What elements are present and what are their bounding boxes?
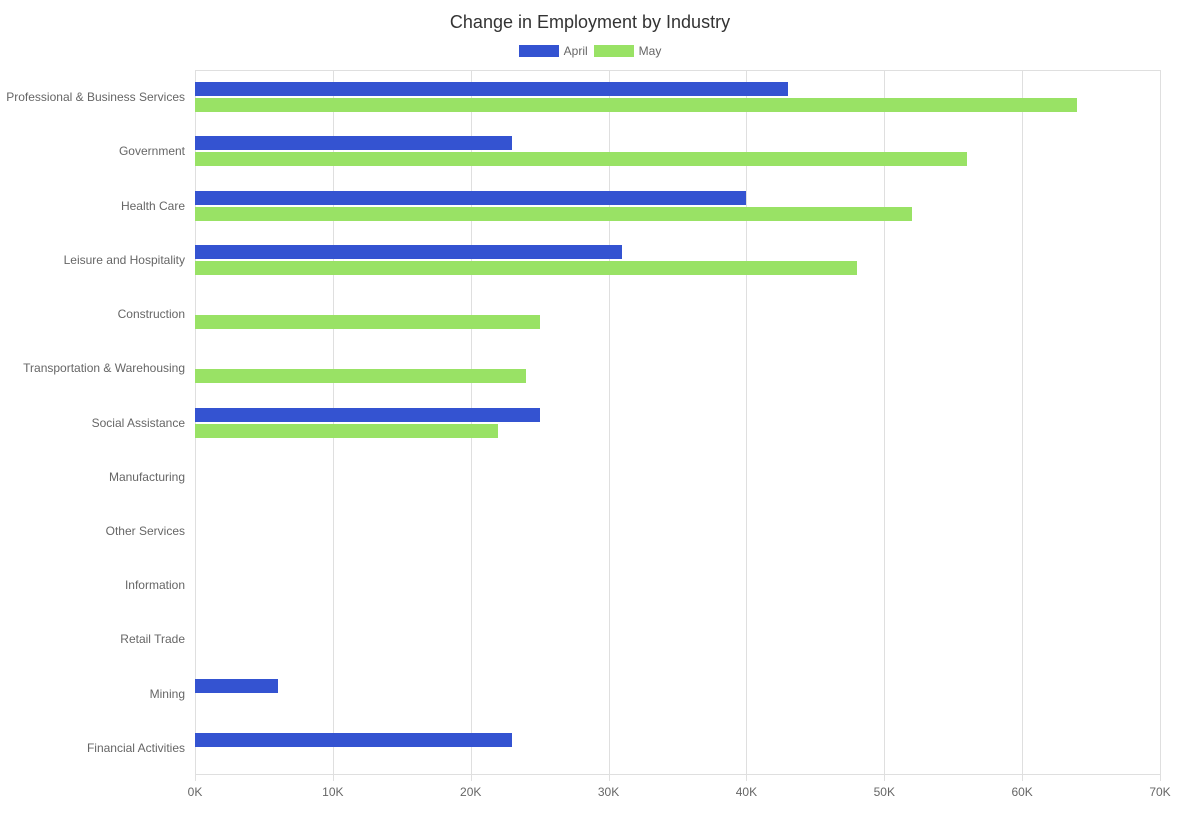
x-tick — [333, 775, 334, 781]
x-tick — [1160, 775, 1161, 781]
y-axis-label: Health Care — [0, 199, 185, 213]
y-axis-label: Financial Activities — [0, 741, 185, 755]
x-axis-label: 50K — [874, 785, 895, 799]
bar[interactable] — [195, 152, 967, 166]
y-axis-label: Manufacturing — [0, 470, 185, 484]
grid-line — [884, 70, 885, 775]
bar[interactable] — [195, 261, 857, 275]
chart-legend: April May — [0, 44, 1180, 58]
legend-label: April — [564, 44, 588, 58]
x-axis-label: 40K — [736, 785, 757, 799]
legend-item[interactable]: May — [594, 44, 662, 58]
bar[interactable] — [195, 733, 512, 747]
plot-border-bottom — [195, 774, 1160, 775]
plot-area — [195, 70, 1160, 775]
grid-line — [746, 70, 747, 775]
chart-title: Change in Employment by Industry — [0, 12, 1180, 33]
x-tick — [609, 775, 610, 781]
bar[interactable] — [195, 98, 1077, 112]
legend-item[interactable]: April — [519, 44, 588, 58]
x-axis-label: 30K — [598, 785, 619, 799]
y-axis-label: Social Assistance — [0, 416, 185, 430]
y-axis-label: Information — [0, 578, 185, 592]
x-tick — [884, 775, 885, 781]
x-axis-label: 0K — [188, 785, 203, 799]
legend-swatch — [519, 45, 559, 57]
bar[interactable] — [195, 207, 912, 221]
y-axis-label: Professional & Business Services — [0, 90, 185, 104]
bar[interactable] — [195, 191, 746, 205]
grid-line — [195, 70, 196, 775]
bar[interactable] — [195, 369, 526, 383]
x-tick — [195, 775, 196, 781]
x-axis-label: 70K — [1149, 785, 1170, 799]
x-tick — [746, 775, 747, 781]
y-axis-label: Mining — [0, 687, 185, 701]
x-axis-label: 60K — [1011, 785, 1032, 799]
employment-chart: Change in Employment by Industry April Ma… — [0, 0, 1180, 823]
y-axis-label: Leisure and Hospitality — [0, 253, 185, 267]
grid-line — [1022, 70, 1023, 775]
bar[interactable] — [195, 82, 788, 96]
legend-swatch — [594, 45, 634, 57]
bar[interactable] — [195, 424, 498, 438]
bar[interactable] — [195, 679, 278, 693]
legend-label: May — [639, 44, 662, 58]
bar[interactable] — [195, 315, 540, 329]
plot-border-top — [195, 70, 1160, 71]
grid-line — [471, 70, 472, 775]
y-axis-label: Construction — [0, 307, 185, 321]
y-axis-label: Retail Trade — [0, 632, 185, 646]
grid-line — [609, 70, 610, 775]
y-axis-label: Government — [0, 144, 185, 158]
bar[interactable] — [195, 408, 540, 422]
y-axis-label: Other Services — [0, 524, 185, 538]
bar[interactable] — [195, 245, 622, 259]
grid-line — [1160, 70, 1161, 775]
x-axis-label: 10K — [322, 785, 343, 799]
x-axis-label: 20K — [460, 785, 481, 799]
y-axis-label: Transportation & Warehousing — [0, 361, 185, 375]
bar[interactable] — [195, 136, 512, 150]
x-tick — [1022, 775, 1023, 781]
x-tick — [471, 775, 472, 781]
grid-line — [333, 70, 334, 775]
